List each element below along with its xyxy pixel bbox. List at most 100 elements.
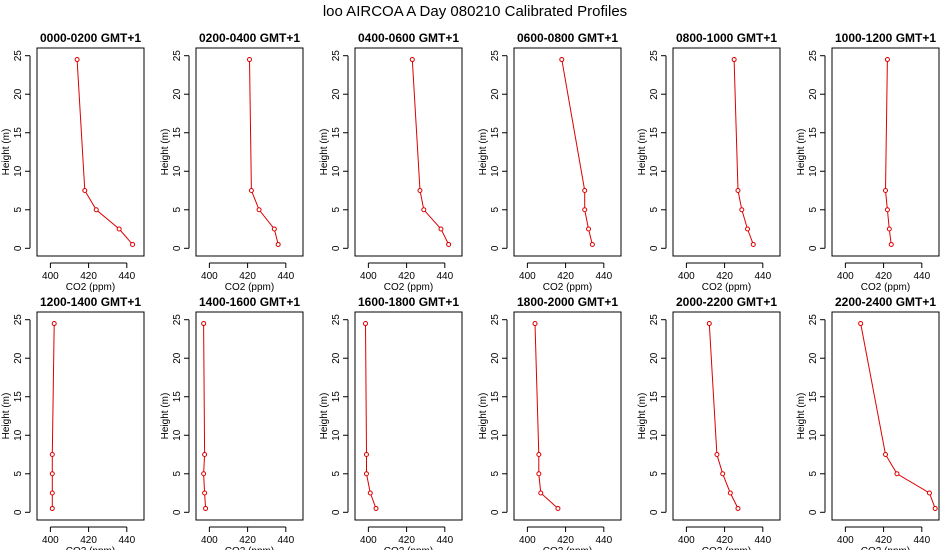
x-tick-label: 400 [42,535,59,546]
y-tick-label: 25 [331,314,342,326]
x-axis-label: CO2 (ppm) [384,546,433,550]
data-point [555,505,561,511]
y-tick-label: 10 [13,165,24,177]
y-tick-label: 15 [649,391,660,403]
y-tick-label: 10 [172,165,183,177]
data-point [49,505,55,511]
x-tick-label: 440 [277,271,294,282]
y-tick-label: 20 [808,352,819,364]
y-tick-label: 25 [13,314,24,326]
y-tick-label: 0 [331,245,342,251]
y-axis-label: Height (m) [637,129,648,176]
data-point [373,505,379,511]
plot-frame [354,311,463,521]
x-tick-label: 420 [80,535,97,546]
y-tick-label: 25 [490,314,501,326]
plot-frame [195,47,304,257]
y-tick-label: 0 [649,245,660,251]
y-tick-label: 15 [808,127,819,139]
data-point [886,226,892,232]
y-axis-label: Height (m) [478,393,489,440]
y-tick-label: 20 [13,352,24,364]
x-tick-label: 440 [595,271,612,282]
y-tick-label: 20 [490,352,501,364]
x-tick-label: 440 [118,535,135,546]
y-tick-label: 10 [808,429,819,441]
data-point [582,188,588,194]
y-tick-label: 25 [808,50,819,62]
y-tick-label: 0 [490,509,501,515]
y-tick-label: 20 [490,88,501,100]
y-tick-label: 15 [808,391,819,403]
y-axis-label: Height (m) [637,393,648,440]
y-tick-label: 10 [490,165,501,177]
x-tick-label: 440 [913,535,930,546]
data-point [116,226,122,232]
y-tick-label: 10 [172,429,183,441]
panel-title: 0600-0800 GMT+1 [517,31,618,45]
data-point [706,321,712,327]
data-point [714,452,720,458]
y-tick-label: 25 [172,50,183,62]
y-tick-label: 5 [172,471,183,477]
y-tick-label: 15 [649,127,660,139]
data-point [247,57,252,63]
data-point [409,57,415,63]
plot-frame [513,47,622,257]
y-tick-label: 10 [331,165,342,177]
plot-frame [672,47,781,257]
y-tick-label: 10 [808,165,819,177]
x-axis-label: CO2 (ppm) [702,546,751,550]
y-tick-label: 0 [331,509,342,515]
data-point [417,188,423,194]
plot-frame [672,311,781,521]
y-axis-label: Height (m) [1,393,12,440]
x-tick-label: 440 [754,535,771,546]
data-point [883,452,888,458]
y-tick-label: 15 [331,127,342,139]
y-tick-label: 25 [808,314,819,326]
y-axis-label: Height (m) [478,129,489,176]
y-tick-label: 10 [13,429,24,441]
plot-frame [354,47,463,257]
data-point [51,321,57,327]
panel-title: 1200-1400 GMT+1 [40,295,141,309]
y-tick-label: 20 [331,352,342,364]
panel-title: 1600-1800 GMT+1 [358,295,459,309]
x-tick-label: 400 [42,271,59,282]
data-point [858,321,864,327]
data-point [202,490,208,496]
data-point [735,505,741,511]
y-tick-label: 5 [331,471,342,477]
data-point [559,57,565,63]
y-axis-label: Height (m) [160,393,171,440]
y-tick-label: 25 [649,50,660,62]
data-point [536,471,542,477]
y-tick-label: 25 [13,50,24,62]
x-tick-label: 400 [678,535,695,546]
figure-title: loo AIRCOA A Day 080210 Calibrated Profi… [323,3,627,20]
x-tick-label: 440 [913,271,930,282]
y-tick-label: 0 [490,245,501,251]
profile-line [203,323,207,509]
data-point [49,490,55,496]
x-tick-label: 400 [519,535,536,546]
data-point [438,226,444,232]
x-tick-label: 400 [837,535,854,546]
data-point [538,490,544,496]
profile-line [51,323,55,509]
y-tick-label: 10 [331,429,342,441]
x-tick-label: 420 [875,271,892,282]
x-tick-label: 400 [201,535,218,546]
y-tick-label: 0 [649,509,660,515]
x-tick-label: 440 [436,271,453,282]
y-axis-label: Height (m) [1,129,12,176]
y-tick-label: 0 [808,509,819,515]
x-tick-label: 420 [80,271,97,282]
y-tick-label: 20 [172,352,183,364]
x-tick-label: 420 [557,271,574,282]
